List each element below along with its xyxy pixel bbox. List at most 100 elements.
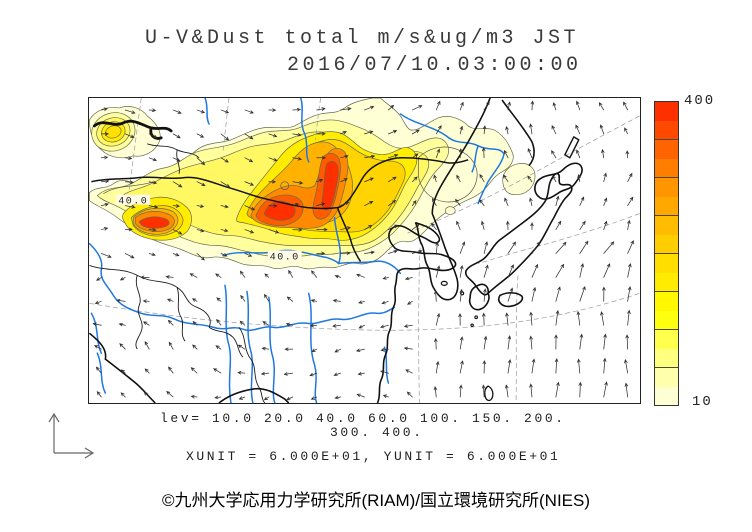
wind-arrow xyxy=(220,133,230,141)
wind-arrow xyxy=(407,300,413,305)
wind-arrow xyxy=(603,357,607,374)
contour-levels-line2: 300. 400. xyxy=(330,425,424,440)
wind-arrow xyxy=(381,300,389,305)
mongolia-border xyxy=(91,157,469,262)
wind-arrow xyxy=(116,298,126,303)
wind-arrow xyxy=(124,156,133,160)
wind-arrow xyxy=(148,108,157,113)
wind-arrow xyxy=(603,263,611,278)
wind-arrow xyxy=(479,199,485,207)
wind-arrow xyxy=(244,157,254,163)
wind-arrow xyxy=(627,240,634,254)
wind-arrow xyxy=(435,241,439,254)
wind-arrow xyxy=(503,174,509,183)
wind-arrow xyxy=(196,181,206,186)
wind-arrow xyxy=(143,391,150,398)
chart-title: U-V&Dust total m/s&ug/m3 JST xyxy=(145,27,580,50)
wind-arrow xyxy=(143,321,150,326)
wind-arrow xyxy=(244,205,256,211)
wind-arrow xyxy=(167,319,174,326)
wind-arrow xyxy=(505,312,509,326)
wind-arrow xyxy=(196,133,205,138)
wind-arrow xyxy=(459,384,463,398)
wind-arrow xyxy=(244,109,254,114)
axis-orientation-arrows xyxy=(48,412,95,459)
wind-arrow xyxy=(433,385,438,398)
wind-arrow xyxy=(316,132,326,136)
wind-arrow xyxy=(482,360,487,374)
wind-arrow xyxy=(507,287,514,302)
wind-arrow xyxy=(458,313,462,326)
vector-units-line: XUNIT = 6.000E+01, YUNIT = 6.000E+01 xyxy=(186,449,561,464)
wind-arrow xyxy=(142,299,150,303)
wind-arrow xyxy=(100,202,109,207)
wind-arrow xyxy=(191,298,198,302)
wind-arrow xyxy=(483,100,490,111)
wind-arrow xyxy=(411,105,423,111)
wind-arrow xyxy=(215,345,222,350)
wind-arrow xyxy=(148,180,158,185)
wind-arrow xyxy=(459,360,464,374)
wind-arrow xyxy=(529,197,533,207)
colorbar-cell xyxy=(655,234,678,254)
wind-arrow xyxy=(94,300,102,305)
wind-arrow xyxy=(603,197,608,207)
wind-arrow xyxy=(503,149,509,159)
wind-arrow xyxy=(144,368,150,374)
wind-arrow xyxy=(220,228,229,233)
wind-arrow xyxy=(435,360,440,374)
wind-arrow xyxy=(388,176,397,183)
wind-arrow xyxy=(380,370,389,374)
wind-arrow xyxy=(507,241,516,254)
wind-arrow xyxy=(555,220,562,230)
wind-arrow xyxy=(95,366,102,374)
wind-arrow xyxy=(507,264,514,278)
wind-arrow xyxy=(316,202,326,207)
rivers xyxy=(89,98,505,403)
wind-arrow xyxy=(358,324,365,329)
wind-arrow xyxy=(624,127,629,135)
wind-arrow xyxy=(120,369,126,374)
colorbar-cell xyxy=(655,196,678,216)
wind-arrow xyxy=(168,341,174,350)
wind-arrow xyxy=(118,322,126,327)
wind-arrow xyxy=(261,346,270,351)
wind-arrow xyxy=(435,125,442,135)
wind-arrow xyxy=(388,154,399,159)
colorbar-cell xyxy=(655,292,678,311)
contour-label-south: 40.0 xyxy=(270,251,300,262)
wind-arrow xyxy=(124,227,133,232)
wind-arrow xyxy=(189,273,198,278)
wind-arrow xyxy=(552,175,557,183)
borders xyxy=(89,143,266,403)
wind-arrow xyxy=(555,286,561,302)
wind-arrow xyxy=(482,312,486,326)
map-panel: 40.0 40.0 xyxy=(88,97,641,404)
wind-arrow xyxy=(244,229,255,234)
wind-arrow xyxy=(292,181,304,185)
wind-arrow xyxy=(364,130,374,135)
wind-arrow xyxy=(579,263,584,278)
wind-arrow xyxy=(403,346,413,351)
wind-arrow xyxy=(356,393,365,398)
wind-arrow xyxy=(119,277,126,281)
wind-arrow xyxy=(483,264,489,278)
wind-arrow xyxy=(530,222,534,230)
wind-arrow xyxy=(340,178,348,183)
wind-arrow xyxy=(404,276,413,281)
wind-arrow xyxy=(435,312,441,326)
wind-arrow xyxy=(215,273,222,278)
wind-arrow xyxy=(292,228,303,232)
wind-arrow xyxy=(507,101,511,111)
wind-arrow xyxy=(579,333,584,350)
wind-arrow xyxy=(579,240,589,254)
wind-arrow xyxy=(575,100,581,111)
contour-labels: 40.0 40.0 xyxy=(116,194,302,262)
extra-contours xyxy=(103,146,478,203)
wind-arrow xyxy=(507,335,512,350)
wind-arrow xyxy=(334,395,341,400)
wind-arrow xyxy=(316,107,326,111)
wind-arrow xyxy=(551,149,557,159)
wind-arrow xyxy=(316,227,328,232)
